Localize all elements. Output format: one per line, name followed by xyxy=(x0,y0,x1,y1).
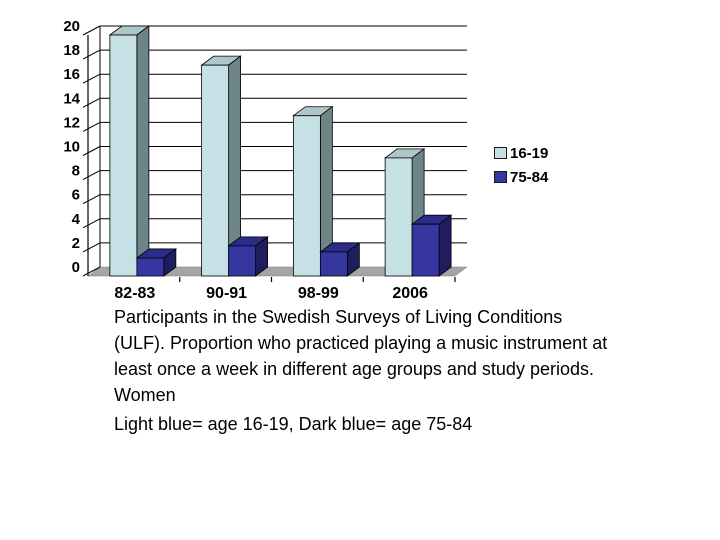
y-tick-label: 16 xyxy=(63,66,80,83)
y-tick-label: 14 xyxy=(63,90,80,107)
bar-front xyxy=(411,223,440,277)
caption-note: Light blue= age 16-19, Dark blue= age 75… xyxy=(114,414,473,434)
legend-swatch-dark-blue xyxy=(494,171,507,183)
bar-side xyxy=(438,214,452,277)
category-label: 90-91 xyxy=(206,285,247,302)
legend-swatch-light-blue xyxy=(494,147,507,159)
y-tick-label: 10 xyxy=(63,139,80,156)
y-tick-label: 20 xyxy=(63,18,80,35)
y-tick xyxy=(82,97,101,108)
y-tick-label: 18 xyxy=(63,42,80,59)
legend-label: 16-19 xyxy=(510,144,549,162)
y-tick xyxy=(82,194,101,205)
chart-legend: 16-19 75-84 xyxy=(494,141,548,189)
y-tick-label: 8 xyxy=(72,163,80,180)
bar-front xyxy=(228,245,257,277)
legend-label: 75-84 xyxy=(510,168,549,186)
y-tick-label: 4 xyxy=(72,211,81,228)
category-label: 82-83 xyxy=(114,285,155,302)
y-tick xyxy=(82,121,101,132)
y-tick-label: 12 xyxy=(63,114,80,131)
y-tick xyxy=(82,73,101,84)
legend-item-16-19: 16-19 xyxy=(494,141,548,165)
bar-front xyxy=(201,64,230,277)
legend-item-75-84: 75-84 xyxy=(494,165,548,189)
bar-front xyxy=(384,157,413,277)
y-tick xyxy=(82,170,101,181)
bar-front xyxy=(109,34,138,277)
bar-front xyxy=(292,115,321,277)
y-tick xyxy=(82,218,101,229)
bar-front xyxy=(136,257,165,277)
bar-front xyxy=(319,251,348,277)
y-tick xyxy=(82,49,101,60)
y-tick xyxy=(82,242,101,253)
y-tick xyxy=(82,266,101,277)
category-label: 2006 xyxy=(392,285,428,302)
y-tick xyxy=(82,25,101,36)
caption-paragraph: Participants in the Swedish Surveys of L… xyxy=(114,307,613,405)
y-tick-label: 0 xyxy=(72,259,80,276)
y-tick xyxy=(82,146,101,156)
y-tick-label: 6 xyxy=(72,187,80,204)
y-tick-label: 2 xyxy=(72,235,80,252)
category-label: 98-99 xyxy=(298,285,339,302)
bar-side xyxy=(136,25,150,277)
